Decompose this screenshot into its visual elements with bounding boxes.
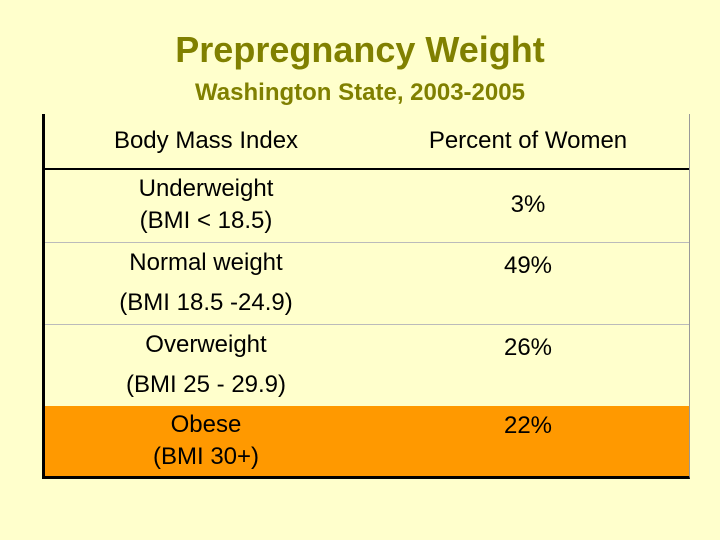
table-row-highlighted: Obese (BMI 30+) 22% xyxy=(45,406,689,476)
percent-cell: 26% xyxy=(503,334,553,361)
percent-cell: 3% xyxy=(510,191,546,218)
category-label: Obese xyxy=(170,411,242,438)
bmi-category-cell: Normal weight (BMI 18.5 -24.9) xyxy=(45,242,367,324)
bmi-range: (BMI 18.5 -24.9) xyxy=(119,289,293,316)
percent-cell: 22% xyxy=(503,412,553,439)
table-header-row: Body Mass Index Percent of Women xyxy=(45,114,689,170)
category-label: Normal weight xyxy=(129,249,283,276)
table-row: Underweight (BMI < 18.5) 3% xyxy=(45,168,689,243)
header-bmi: Body Mass Index xyxy=(113,127,299,154)
bmi-range: (BMI 30+) xyxy=(152,443,260,470)
bmi-category-cell: Obese (BMI 30+) xyxy=(45,406,367,476)
category-label: Overweight xyxy=(145,331,267,358)
bmi-category-cell: Underweight (BMI < 18.5) xyxy=(45,168,367,242)
page-title: Prepregnancy Weight xyxy=(175,29,545,70)
bmi-category-cell: Overweight (BMI 25 - 29.9) xyxy=(45,324,367,406)
bmi-range: (BMI < 18.5) xyxy=(139,207,273,234)
page-subtitle: Washington State, 2003-2005 xyxy=(195,79,525,106)
bmi-table: Body Mass Index Percent of Women Underwe… xyxy=(42,114,690,479)
table-row: Normal weight (BMI 18.5 -24.9) 49% xyxy=(45,242,689,325)
percent-cell: 49% xyxy=(503,252,553,279)
table-row: Overweight (BMI 25 - 29.9) 26% xyxy=(45,324,689,407)
bmi-range: (BMI 25 - 29.9) xyxy=(125,371,287,398)
header-percent: Percent of Women xyxy=(428,127,628,154)
category-label: Underweight xyxy=(138,175,274,202)
